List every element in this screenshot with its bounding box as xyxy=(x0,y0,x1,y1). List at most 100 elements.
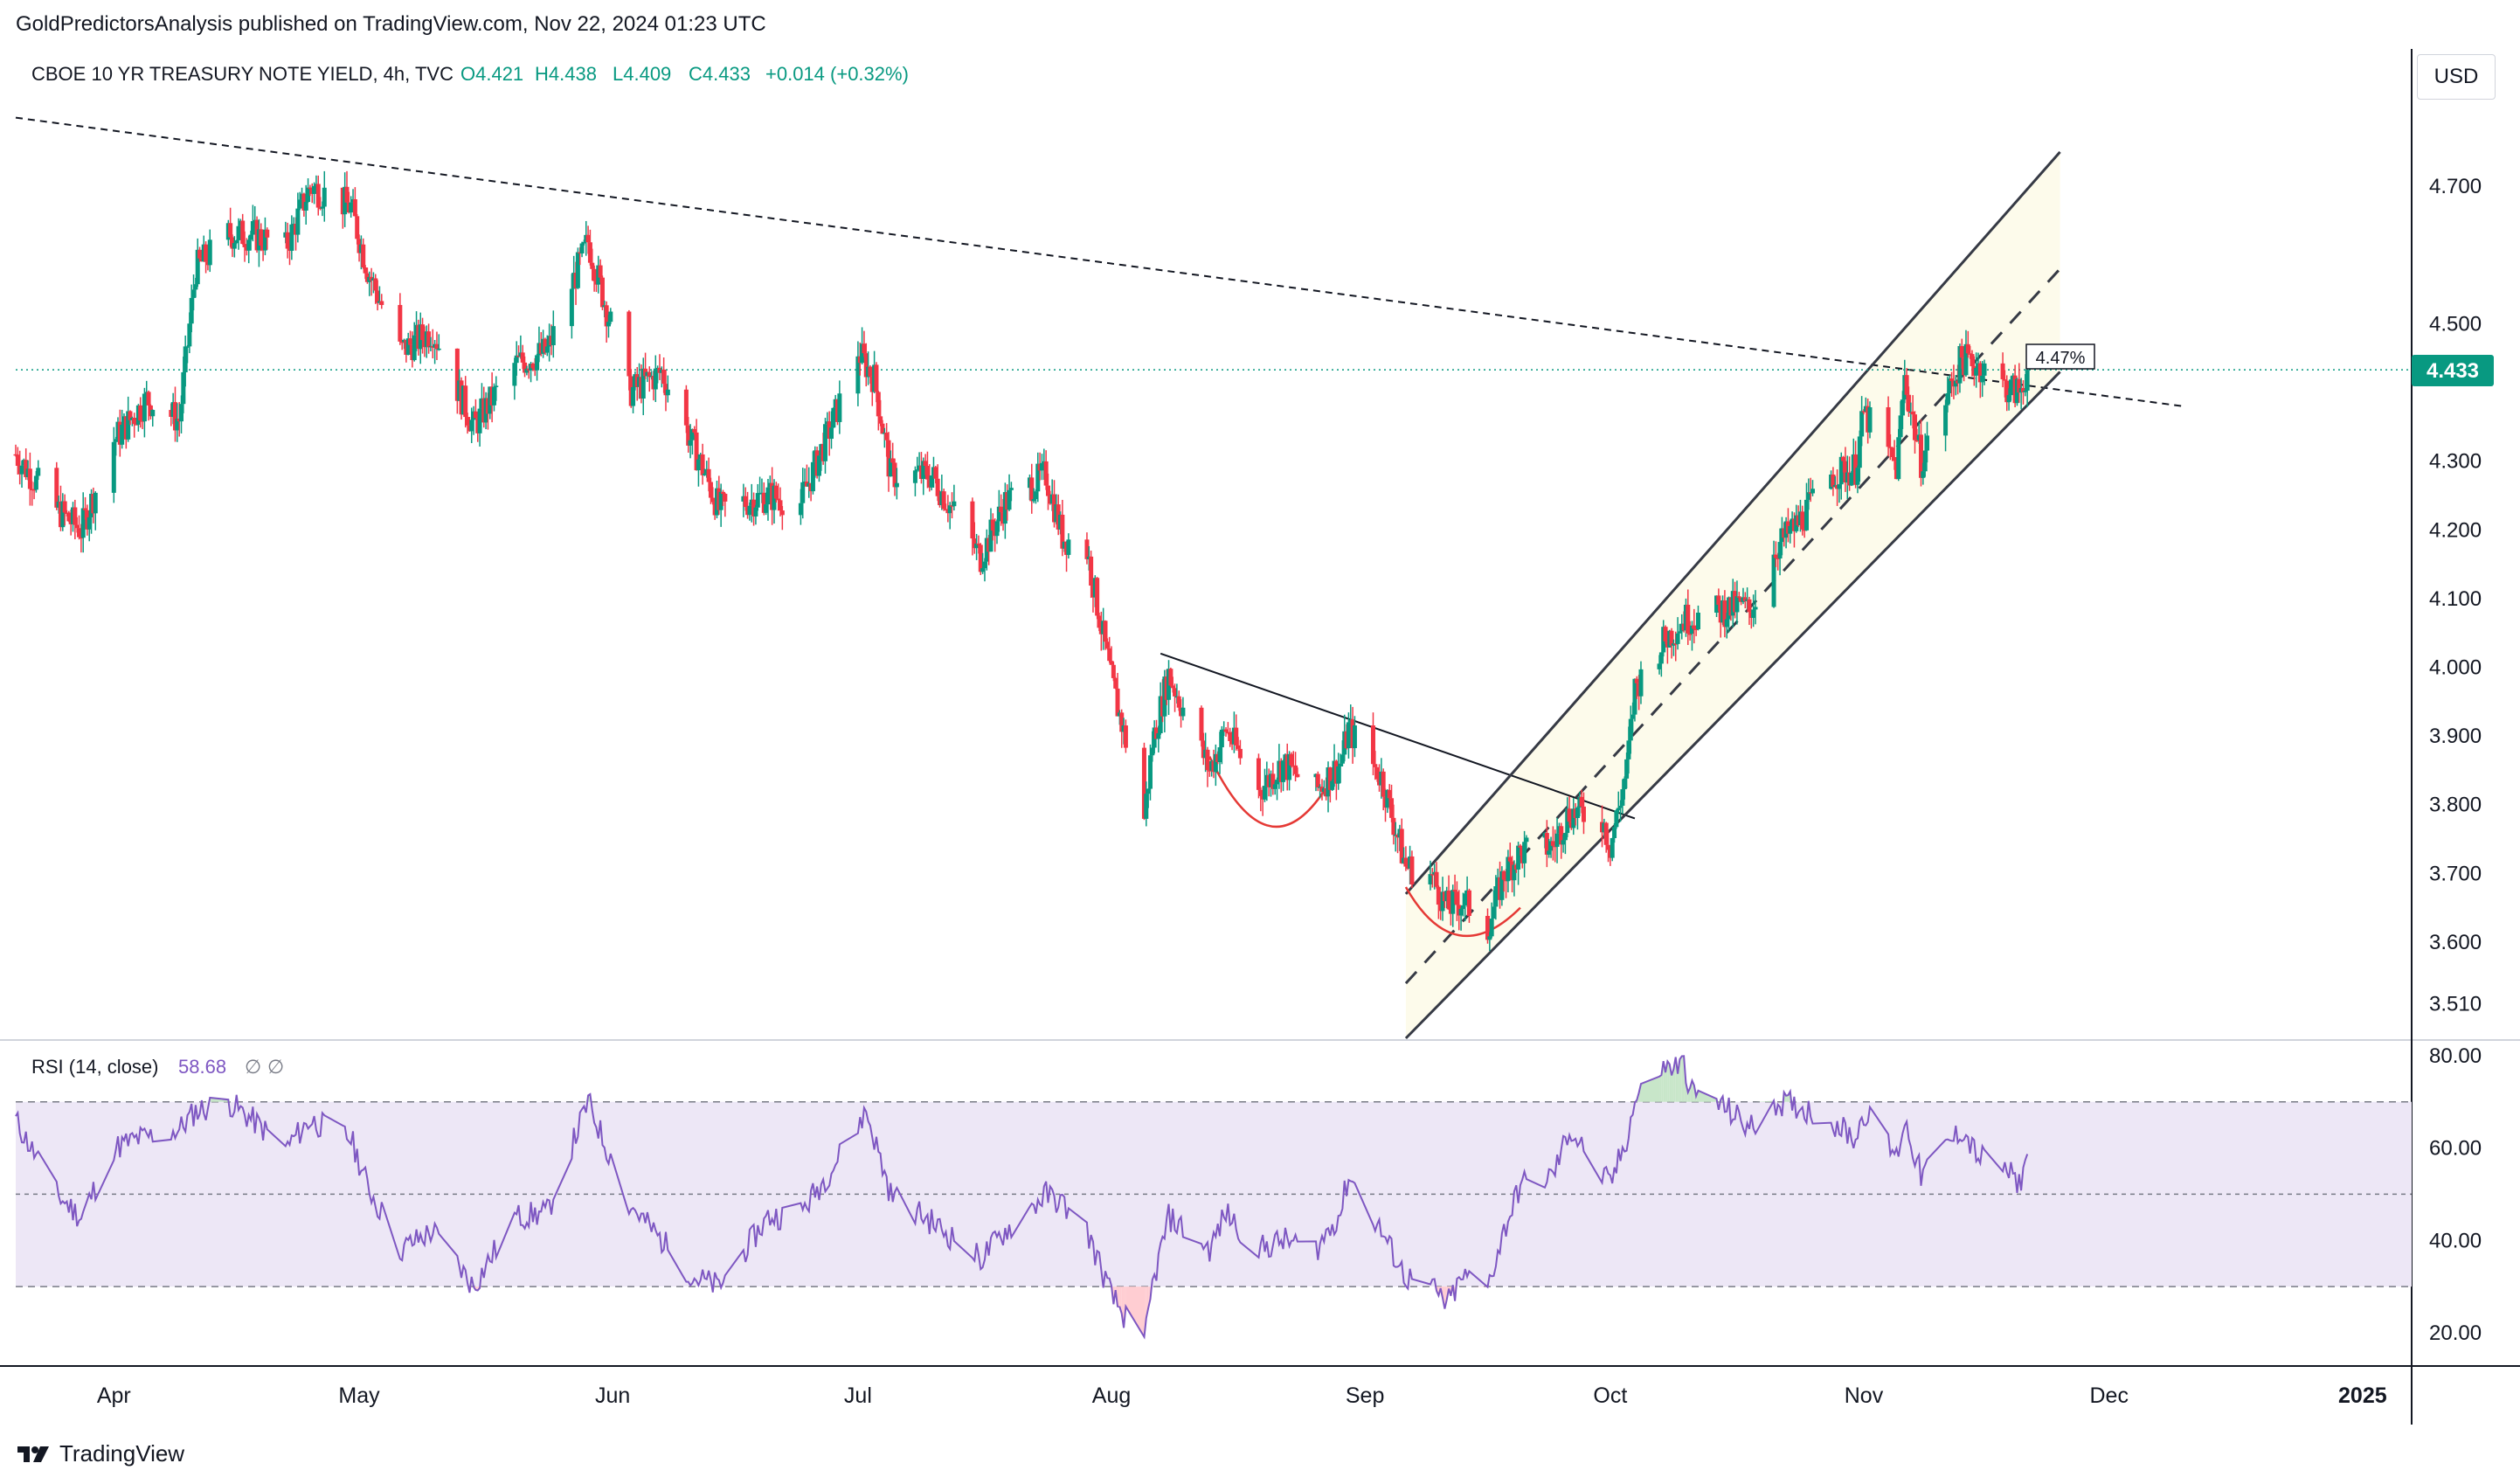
candle-body xyxy=(1168,669,1173,686)
candle-body xyxy=(761,492,766,513)
candle-body xyxy=(890,458,896,463)
candle-body xyxy=(1097,615,1102,628)
candle-body xyxy=(702,473,707,475)
candle-body xyxy=(289,224,294,251)
candle-body xyxy=(1452,890,1457,892)
annotation-box[interactable]: 4.47% xyxy=(2025,343,2095,370)
candle-body xyxy=(880,423,885,434)
candle-body xyxy=(988,519,993,552)
candle-body xyxy=(1968,353,1973,355)
candle-body xyxy=(1567,808,1572,822)
candle-body xyxy=(1338,763,1343,766)
candle-body xyxy=(120,424,125,445)
candle-body xyxy=(994,521,1000,537)
rounding-bottom-curve-aug[interactable] xyxy=(1208,756,1326,829)
candle-body xyxy=(1103,621,1108,642)
candle-body xyxy=(1963,343,1969,376)
candle-body xyxy=(132,418,137,425)
rsi-line[interactable] xyxy=(15,1055,2029,1340)
candle-body xyxy=(2020,387,2025,392)
candle-body xyxy=(1603,822,1609,845)
candle-body xyxy=(398,304,403,342)
candle-body xyxy=(355,216,360,239)
candle-body xyxy=(265,229,270,238)
candle-body xyxy=(1890,447,1895,457)
candle-body xyxy=(523,362,528,373)
candle-body xyxy=(1734,596,1740,613)
candle-body xyxy=(1236,745,1241,749)
rsi-oversold-fill xyxy=(1125,1286,1145,1337)
candle-body xyxy=(996,506,1001,522)
price-tick-label: 4.200 xyxy=(2429,518,2482,542)
candle-body xyxy=(399,341,405,343)
candle-body xyxy=(923,461,928,467)
candle-body xyxy=(1144,794,1149,819)
channel-lower-line[interactable] xyxy=(1404,371,2061,1040)
candle-body xyxy=(1579,796,1584,807)
candle-body xyxy=(193,284,198,290)
candle-body xyxy=(1810,489,1815,494)
candle-body xyxy=(295,208,301,235)
candle-body xyxy=(779,510,785,516)
candle-body xyxy=(837,393,842,422)
candle-body xyxy=(1970,354,1975,367)
rsi-overbought-fill xyxy=(1755,1100,1775,1102)
candle-body xyxy=(1381,771,1386,797)
candle-body xyxy=(689,429,695,440)
candle-body xyxy=(1089,556,1094,586)
candle-body xyxy=(1176,696,1181,708)
price-tick-label: 4.100 xyxy=(2429,587,2482,611)
candle-body xyxy=(755,493,760,508)
currency-button[interactable]: USD xyxy=(2417,54,2496,100)
candle-body xyxy=(285,232,290,249)
candle-body xyxy=(800,482,806,503)
rsi-overbought-fill xyxy=(1786,1095,1789,1102)
price-tick-label: 4.500 xyxy=(2429,312,2482,336)
candle-body xyxy=(1753,607,1758,610)
candle-body xyxy=(1256,758,1261,790)
candle-body xyxy=(1223,729,1229,732)
candle-body xyxy=(587,242,592,263)
candle-body xyxy=(2025,370,2030,392)
candle-body xyxy=(816,455,821,476)
price-tick-label: 4.700 xyxy=(2429,175,2482,198)
candle-body xyxy=(753,507,758,517)
candle-body xyxy=(1669,630,1674,646)
candle-body xyxy=(1886,406,1891,447)
candle-body xyxy=(1109,661,1114,665)
candle-body xyxy=(1612,827,1617,838)
candle-body xyxy=(1084,539,1090,559)
candle-body xyxy=(1806,492,1811,500)
candle-body xyxy=(1403,857,1409,867)
candle-body xyxy=(912,470,917,483)
candle-body xyxy=(1965,343,1970,354)
candle-body xyxy=(1389,798,1395,818)
long-downtrend-line[interactable] xyxy=(15,116,2184,407)
candle-body xyxy=(1434,871,1439,887)
candle-body xyxy=(1638,669,1644,697)
candle-body xyxy=(1616,808,1621,811)
candle-body xyxy=(1949,378,1955,381)
candle-body xyxy=(822,424,827,461)
candle-body xyxy=(1035,463,1041,492)
candle-body xyxy=(142,393,147,422)
candle-body xyxy=(1776,558,1781,559)
rounding-bottom-curve-sep[interactable] xyxy=(1404,886,1521,938)
candle-body xyxy=(19,465,24,475)
candle-body xyxy=(1910,411,1915,415)
candle-body xyxy=(1391,817,1396,836)
candle-body xyxy=(863,353,869,378)
candle-body xyxy=(1896,437,1901,480)
candle-body xyxy=(1270,773,1276,789)
candle-body xyxy=(185,346,190,348)
price-tick-label: 3.600 xyxy=(2429,931,2482,954)
candle-body xyxy=(1788,525,1793,534)
aug-downtrend-line[interactable] xyxy=(1160,652,1636,820)
candle-body xyxy=(1327,767,1333,790)
brand-footer[interactable]: TradingView xyxy=(16,1440,184,1467)
candle-body xyxy=(535,355,540,371)
candle-body xyxy=(924,466,930,480)
candle-body xyxy=(1657,663,1662,669)
channel-upper-line[interactable] xyxy=(1404,150,2061,895)
